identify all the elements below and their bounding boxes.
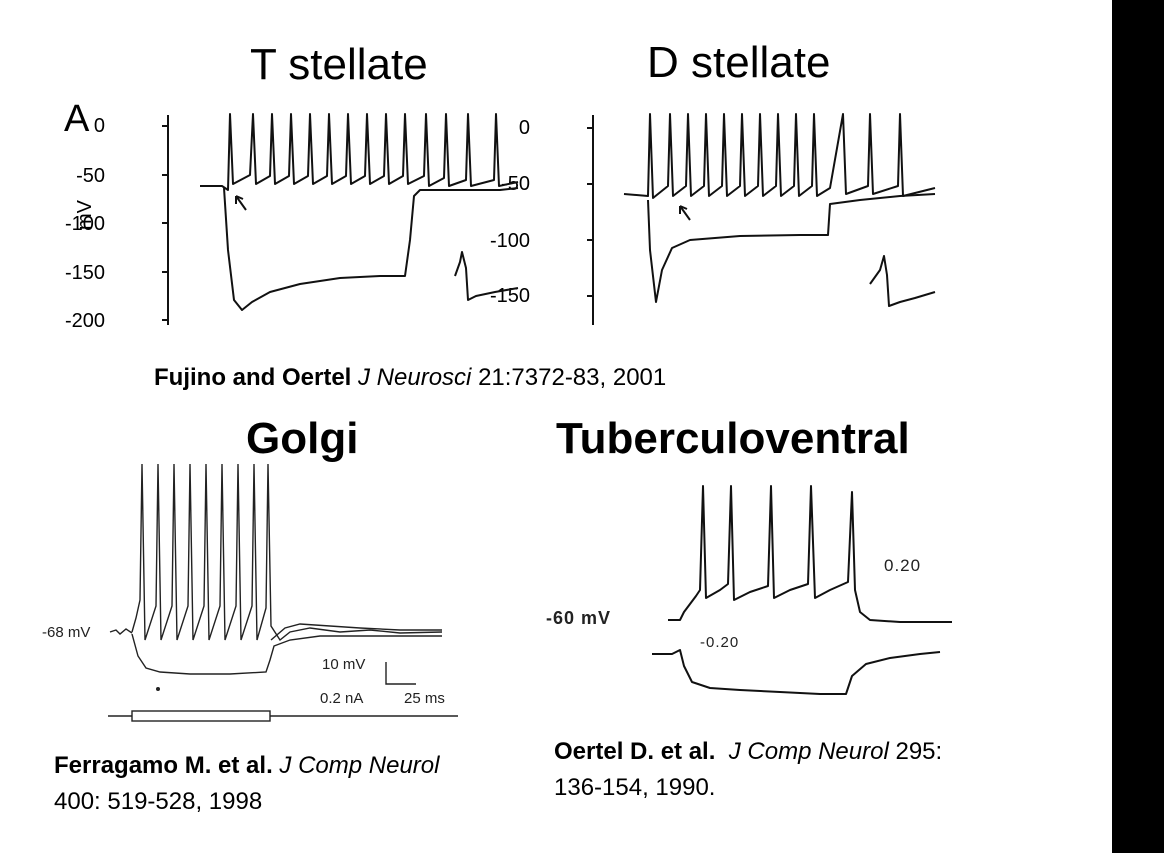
t-stellate-axis [162,115,169,325]
golgi-scalebar [385,662,416,685]
golgi-scale-time: 25 ms [404,690,445,707]
tv-current-neg: -0.20 [700,634,740,651]
citation-fujino-journal: J Neurosci [358,364,472,391]
d-ytick: 0 [518,117,530,139]
t-stellate-spike-trace [200,113,519,191]
golgi-depolarized-trace [270,623,442,641]
panel-letter: A [64,98,90,140]
d-stellate-spike-trace [623,113,936,199]
golgi-baseline-left [109,628,133,635]
tuberculoventral-title: Tuberculoventral [556,414,910,463]
t-stellate-inset-trace [454,251,519,301]
golgi-title: Golgi [246,414,359,463]
tv-traces [652,485,952,695]
citation-oertel: Oertel D. et al. J Comp Neurol 295: [554,738,942,766]
t-ytick: -100 [64,213,105,235]
citation-oertel-journal: J Comp Neurol [728,738,889,765]
t-stellate-hyperpolarizing-trace [223,187,519,311]
d-ytick: -100 [489,230,530,252]
golgi-hyperpolarizing-trace [131,633,442,675]
citation-fujino: Fujino and Oertel J Neurosci 21:7372-83,… [154,364,666,392]
tv-hyperpolarizing-trace [652,649,941,695]
citation-fujino-authors: Fujino and Oertel [154,364,352,391]
citation-oertel-details-2: 136-154, 1990. [554,774,716,801]
golgi-current-step [131,710,271,722]
citation-ferragamo-authors: Ferragamo M. et al. [54,752,273,779]
d-stellate-hyperpolarizing-trace [647,193,936,303]
t-ytick: -50 [76,165,105,187]
t-stellate-title: T stellate [250,40,428,89]
t-ytick: 0 [93,115,105,137]
citation-oertel-authors: Oertel D. et al. [554,738,716,765]
citation-oertel-details-1: 295: [895,738,943,765]
golgi-resting-label: -68 mV [42,624,91,641]
t-stellate-arrow [235,195,247,211]
d-stellate-axis [587,115,594,325]
citation-fujino-details: 21:7372-83, 2001 [478,364,667,391]
t-ytick: -200 [64,310,105,332]
golgi-traces [108,463,458,722]
golgi-spike-trace [131,463,443,642]
tv-current-pos: 0.20 [884,556,922,575]
tv-resting-label: -60 mV [546,608,612,628]
figure-traces [108,113,952,722]
citation-ferragamo-journal: J Comp Neurol [279,752,440,779]
d-stellate-inset-trace [869,255,936,307]
tv-spike-trace [668,485,952,623]
citation-ferragamo-details: 400: 519-528, 1998 [54,788,263,815]
t-ytick: -150 [64,262,105,284]
golgi-scale-current: 0.2 nA [320,690,364,707]
golgi-scale-voltage: 10 mV [322,656,366,673]
d-stellate-title: D stellate [647,38,831,87]
slide: T stellate D stellate A mV 0 -50 -100 -1… [0,0,1112,853]
citation-ferragamo: Ferragamo M. et al. J Comp Neurol [54,752,439,780]
d-stellate-arrow [679,205,691,221]
